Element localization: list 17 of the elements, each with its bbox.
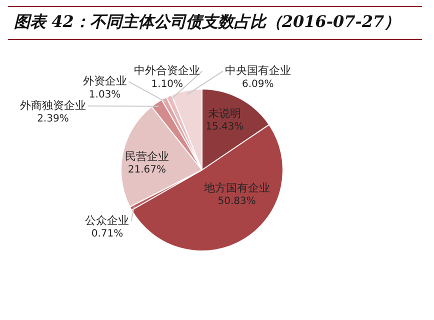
slice-label: 中外合资企业 [134,64,200,78]
data-label: 50.83% [218,196,256,208]
slice-label: 外资企业 [82,74,127,88]
chart-title: 图表 42：不同主体公司债支数占比（2016-07-27） [8,6,422,40]
slice-label: 未说明 [208,106,242,120]
data-label: 1.03% [88,89,121,100]
slice-label: 中央国有企业 [224,64,291,78]
data-label: 1.10% [151,78,184,90]
data-label: 2.39% [37,114,69,125]
data-label: 15.43% [206,122,244,133]
slice-label: 民营企业 [124,150,169,163]
slice-label: 地方国有企业 [202,181,270,194]
data-label: 0.71% [91,228,124,240]
slice-label: 公众企业 [85,214,130,227]
data-label: 21.67% [128,164,166,176]
slice-label: 外商独资企业 [20,98,86,112]
data-label: 6.09% [242,78,274,90]
